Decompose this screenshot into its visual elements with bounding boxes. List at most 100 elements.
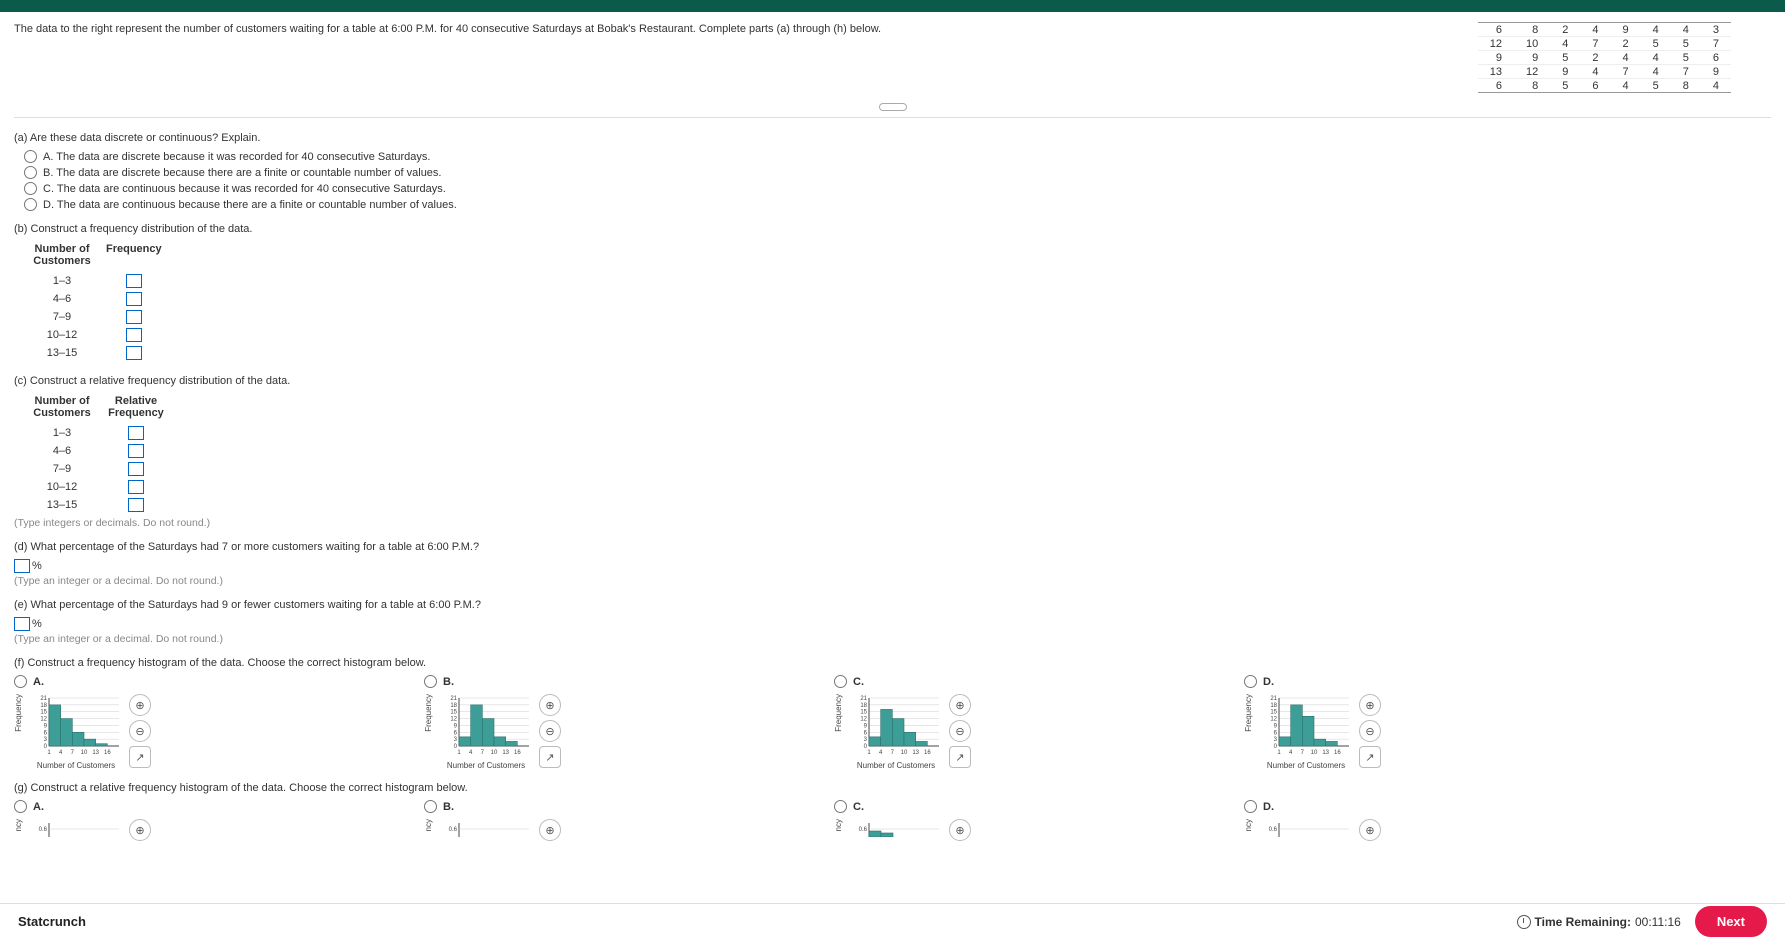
b-row-label: 4–6: [26, 291, 98, 307]
svg-text:7: 7: [481, 750, 485, 756]
g-option-c-radio[interactable]: [834, 800, 847, 813]
c-row-4-input[interactable]: [128, 498, 144, 512]
f-option-c-radio[interactable]: [834, 675, 847, 688]
f-option-d-radio[interactable]: [1244, 675, 1257, 688]
next-button[interactable]: Next: [1695, 906, 1767, 937]
statcrunch-link[interactable]: Statcrunch: [18, 914, 86, 929]
zoom-out-icon[interactable]: ⊖: [1359, 720, 1381, 742]
option-b-radio[interactable]: [24, 166, 37, 179]
option-a[interactable]: A. The data are discrete because it was …: [24, 150, 1771, 163]
part-f-prompt: (f) Construct a frequency histogram of t…: [14, 657, 1771, 669]
c-row-1-input[interactable]: [128, 444, 144, 458]
y-axis-label: Frequency: [424, 694, 433, 732]
clock-icon: [1517, 915, 1531, 929]
data-cell: 5: [1641, 79, 1671, 93]
zoom-in-icon[interactable]: ⊕: [1359, 819, 1381, 841]
popout-icon[interactable]: ↗: [129, 746, 151, 768]
part-a-text: (a) Are these data discrete or continuou…: [14, 132, 260, 144]
zoom-in-icon[interactable]: ⊕: [1359, 694, 1381, 716]
freq-table-b: Number of Customers Frequency 1–34–67–91…: [24, 241, 170, 363]
svg-text:15: 15: [860, 710, 867, 716]
svg-text:16: 16: [514, 750, 521, 756]
b-row-label: 10–12: [26, 327, 98, 343]
header-bar: [0, 0, 1785, 12]
option-d[interactable]: D. The data are continuous because there…: [24, 198, 1771, 211]
option-c-label: C. The data are continuous because it wa…: [43, 183, 446, 195]
b-row-4-input[interactable]: [126, 346, 142, 360]
b-col1: Number of Customers: [26, 243, 98, 271]
data-cell: 4: [1580, 23, 1610, 37]
option-c[interactable]: C. The data are continuous because it wa…: [24, 182, 1771, 195]
data-cell: 12: [1514, 65, 1550, 79]
c-row-label: 4–6: [26, 443, 98, 459]
svg-text:10: 10: [81, 750, 88, 756]
histogram-stub: 0.6: [441, 819, 531, 837]
intro-text: The data to the right represent the numb…: [14, 22, 881, 37]
popout-icon[interactable]: ↗: [539, 746, 561, 768]
zoom-out-icon[interactable]: ⊖: [129, 720, 151, 742]
f-option-b-radio[interactable]: [424, 675, 437, 688]
option-d-radio[interactable]: [24, 198, 37, 211]
g-option-d-radio[interactable]: [1244, 800, 1257, 813]
data-cell: 8: [1671, 79, 1701, 93]
zoom-in-icon[interactable]: ⊕: [949, 694, 971, 716]
g-option-b-radio[interactable]: [424, 800, 437, 813]
popout-icon[interactable]: ↗: [1359, 746, 1381, 768]
zoom-out-icon[interactable]: ⊖: [949, 720, 971, 742]
data-cell: 5: [1671, 51, 1701, 65]
option-b[interactable]: B. The data are discrete because there a…: [24, 166, 1771, 179]
svg-text:12: 12: [450, 717, 457, 723]
svg-text:6: 6: [1274, 731, 1278, 737]
g-option-a-radio[interactable]: [14, 800, 27, 813]
svg-text:13: 13: [912, 750, 919, 756]
svg-text:4: 4: [469, 750, 473, 756]
data-cell: 9: [1550, 65, 1580, 79]
y-axis-label: ncy: [1244, 819, 1253, 831]
b-row-1-input[interactable]: [126, 292, 142, 306]
zoom-out-icon[interactable]: ⊖: [539, 720, 561, 742]
c-col1: Number of Customers: [26, 395, 98, 423]
part-c-prompt: (c) Construct a relative frequency distr…: [14, 375, 1771, 387]
zoom-in-icon[interactable]: ⊕: [129, 819, 151, 841]
divider-handle-icon[interactable]: [879, 103, 907, 111]
option-a-radio[interactable]: [24, 150, 37, 163]
data-cell: 9: [1478, 51, 1514, 65]
time-remaining: Time Remaining: 00:11:16: [1517, 915, 1681, 929]
data-cell: 5: [1641, 37, 1671, 51]
time-label: Time Remaining:: [1535, 915, 1631, 929]
svg-text:7: 7: [891, 750, 895, 756]
y-axis-label: Frequency: [14, 694, 23, 732]
c-col1-text: Number of Customers: [32, 395, 92, 419]
c-hint: (Type integers or decimals. Do not round…: [14, 517, 1771, 529]
popout-icon[interactable]: ↗: [949, 746, 971, 768]
data-cell: 2: [1611, 37, 1641, 51]
svg-text:15: 15: [40, 710, 47, 716]
data-cell: 2: [1550, 23, 1580, 37]
b-row-0-input[interactable]: [126, 274, 142, 288]
data-cell: 4: [1550, 37, 1580, 51]
c-row-3-input[interactable]: [128, 480, 144, 494]
zoom-in-icon[interactable]: ⊕: [539, 819, 561, 841]
data-cell: 10: [1514, 37, 1550, 51]
histogram-stub: 0.6: [31, 819, 121, 837]
data-cell: 5: [1671, 37, 1701, 51]
b-row-label: 1–3: [26, 273, 98, 289]
svg-text:3: 3: [44, 738, 48, 744]
zoom-in-icon[interactable]: ⊕: [129, 694, 151, 716]
d-input[interactable]: [14, 559, 30, 573]
zoom-in-icon[interactable]: ⊕: [949, 819, 971, 841]
b-col1-text: Number of Customers: [32, 243, 92, 267]
zoom-in-icon[interactable]: ⊕: [539, 694, 561, 716]
e-input[interactable]: [14, 617, 30, 631]
b-row-3-input[interactable]: [126, 328, 142, 342]
f-option-a-radio[interactable]: [14, 675, 27, 688]
svg-text:6: 6: [864, 731, 868, 737]
svg-text:15: 15: [1270, 710, 1277, 716]
option-c-radio[interactable]: [24, 182, 37, 195]
c-row-0-input[interactable]: [128, 426, 144, 440]
histogram-chart: 036912151821147101316: [1261, 694, 1351, 756]
b-row-2-input[interactable]: [126, 310, 142, 324]
svg-text:18: 18: [450, 703, 457, 709]
c-row-2-input[interactable]: [128, 462, 144, 476]
data-cell: 7: [1580, 37, 1610, 51]
